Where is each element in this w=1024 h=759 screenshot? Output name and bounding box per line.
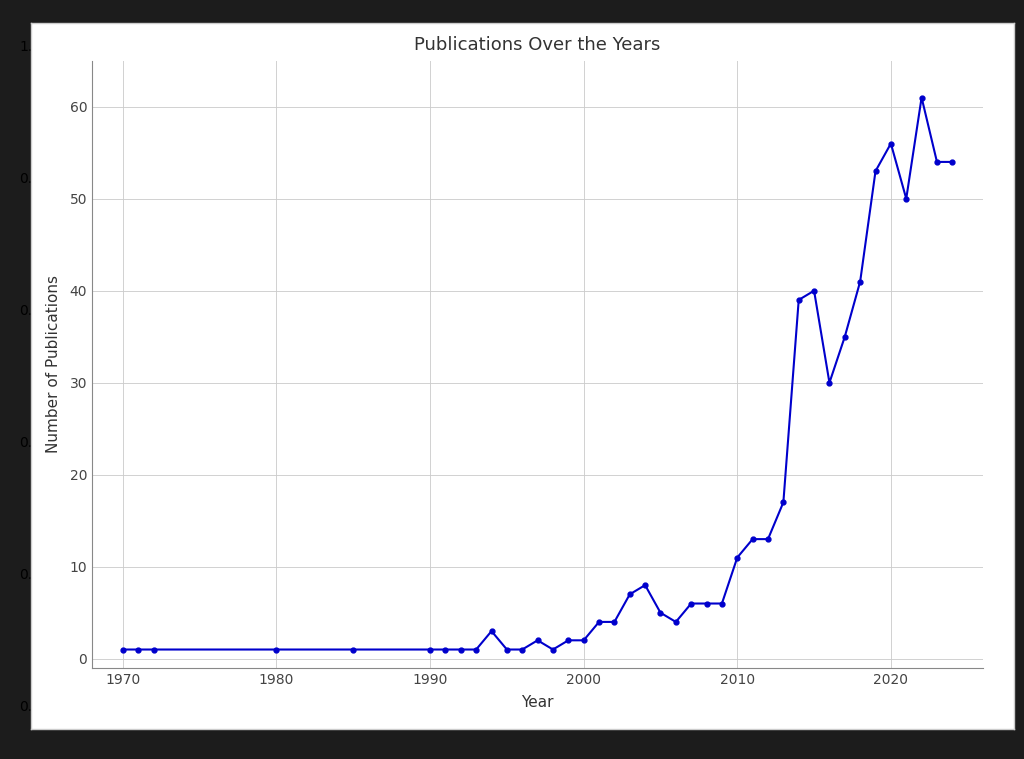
Title: Publications Over the Years: Publications Over the Years — [415, 36, 660, 54]
X-axis label: Year: Year — [521, 695, 554, 710]
Y-axis label: Number of Publications: Number of Publications — [46, 276, 61, 453]
